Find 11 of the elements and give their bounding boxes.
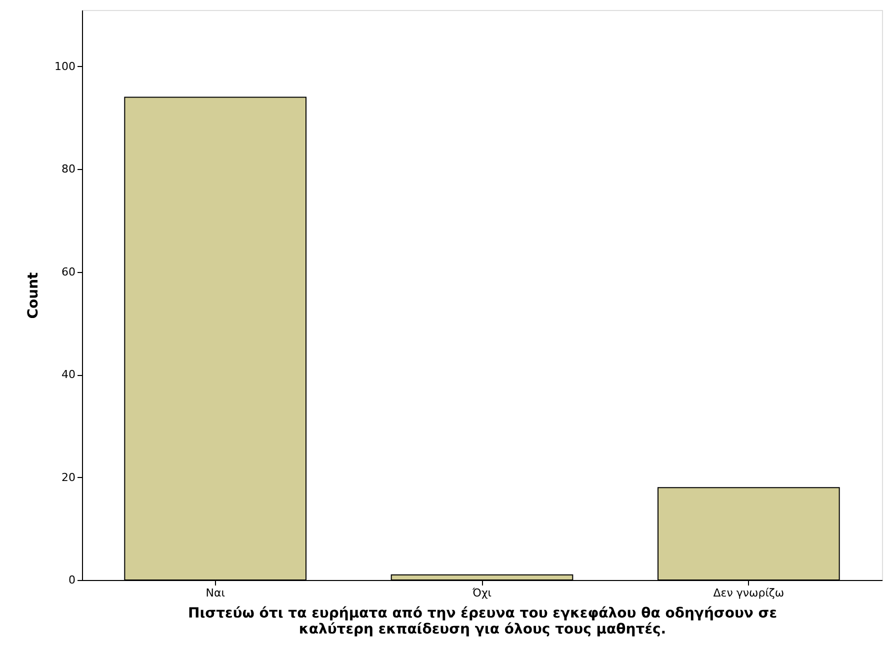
x-tick-label: Όχι xyxy=(471,586,492,600)
x-axis-title: Πιστεύω ότι τα ευρήματα από την έρευνα του εγκεφάλου θα οδηγήσουν σε καλύτερη εκπαίδευση για όλους τους μαθητές. xyxy=(188,606,777,638)
y-tick-label: 100 xyxy=(54,60,76,73)
y-tick-label: 0 xyxy=(68,574,76,586)
y-tick-label: 40 xyxy=(62,368,76,382)
y-tick-label: 80 xyxy=(62,162,76,176)
x-tick-label: Ναι xyxy=(206,586,226,600)
y-tick-label: 60 xyxy=(62,265,76,278)
x-tick-label: Δεν γνωρίζω xyxy=(713,586,784,600)
y-tick-label: 20 xyxy=(62,470,76,484)
y-axis-title: Count xyxy=(26,272,42,319)
